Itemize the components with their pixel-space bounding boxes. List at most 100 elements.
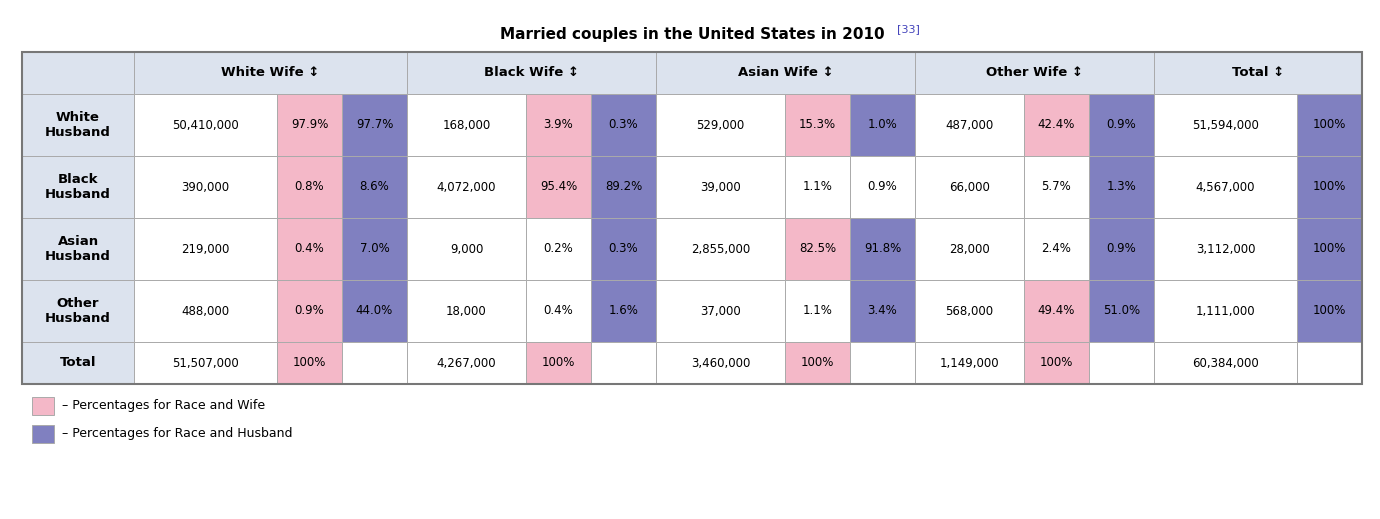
Bar bbox=[22, 156, 134, 218]
Text: 100%: 100% bbox=[542, 357, 575, 370]
Bar bbox=[591, 218, 656, 280]
Bar bbox=[1297, 156, 1362, 218]
Text: 18,000: 18,000 bbox=[446, 305, 487, 318]
Bar bbox=[22, 52, 1362, 384]
Bar bbox=[22, 218, 134, 280]
Text: 3,112,000: 3,112,000 bbox=[1195, 242, 1256, 255]
Bar bbox=[785, 94, 850, 156]
Text: 51,594,000: 51,594,000 bbox=[1192, 118, 1259, 131]
Bar bbox=[591, 280, 656, 342]
Bar bbox=[1024, 342, 1089, 384]
Text: 97.9%: 97.9% bbox=[291, 118, 328, 131]
Bar bbox=[915, 218, 1024, 280]
Text: 1.6%: 1.6% bbox=[609, 305, 639, 318]
Bar bbox=[277, 94, 342, 156]
Text: Black Wife ↕: Black Wife ↕ bbox=[484, 66, 580, 79]
Text: 51.0%: 51.0% bbox=[1103, 305, 1140, 318]
Text: 100%: 100% bbox=[800, 357, 834, 370]
Bar bbox=[1297, 218, 1362, 280]
Text: 100%: 100% bbox=[1312, 118, 1346, 131]
Text: 1.3%: 1.3% bbox=[1107, 181, 1136, 194]
Text: 3,460,000: 3,460,000 bbox=[691, 357, 751, 370]
Bar bbox=[915, 280, 1024, 342]
Text: 9,000: 9,000 bbox=[450, 242, 483, 255]
Text: 0.9%: 0.9% bbox=[868, 181, 897, 194]
Bar bbox=[407, 156, 526, 218]
Text: 219,000: 219,000 bbox=[181, 242, 229, 255]
Bar bbox=[850, 280, 915, 342]
Text: 529,000: 529,000 bbox=[697, 118, 745, 131]
Text: 0.9%: 0.9% bbox=[1107, 242, 1136, 255]
Bar bbox=[656, 280, 785, 342]
Text: 1.0%: 1.0% bbox=[868, 118, 897, 131]
Bar bbox=[277, 218, 342, 280]
Bar bbox=[785, 280, 850, 342]
Text: 66,000: 66,000 bbox=[949, 181, 989, 194]
Bar bbox=[591, 94, 656, 156]
Bar bbox=[1154, 52, 1362, 94]
Text: White
Husband: White Husband bbox=[46, 111, 110, 139]
Text: 0.9%: 0.9% bbox=[294, 305, 324, 318]
Bar bbox=[656, 94, 785, 156]
Text: 44.0%: 44.0% bbox=[356, 305, 393, 318]
Bar bbox=[526, 94, 591, 156]
Text: 0.3%: 0.3% bbox=[609, 118, 639, 131]
Bar bbox=[591, 342, 656, 384]
Text: Other Wife ↕: Other Wife ↕ bbox=[985, 66, 1083, 79]
Bar bbox=[656, 342, 785, 384]
Bar bbox=[1089, 280, 1154, 342]
Bar bbox=[1154, 280, 1297, 342]
Bar bbox=[1089, 156, 1154, 218]
Text: Asian
Husband: Asian Husband bbox=[46, 235, 110, 263]
Bar bbox=[407, 94, 526, 156]
Text: 2,855,000: 2,855,000 bbox=[691, 242, 751, 255]
Text: 0.4%: 0.4% bbox=[294, 242, 324, 255]
Bar bbox=[526, 218, 591, 280]
Text: 51,507,000: 51,507,000 bbox=[172, 357, 239, 370]
Text: 4,072,000: 4,072,000 bbox=[436, 181, 497, 194]
Bar bbox=[1154, 342, 1297, 384]
Text: 97.7%: 97.7% bbox=[356, 118, 393, 131]
Text: 568,000: 568,000 bbox=[945, 305, 994, 318]
Bar bbox=[342, 280, 407, 342]
Text: 89.2%: 89.2% bbox=[604, 181, 642, 194]
Bar bbox=[526, 280, 591, 342]
Bar bbox=[1154, 156, 1297, 218]
Bar bbox=[277, 342, 342, 384]
Text: 0.4%: 0.4% bbox=[544, 305, 573, 318]
Text: 487,000: 487,000 bbox=[945, 118, 994, 131]
Bar bbox=[656, 52, 915, 94]
Text: 100%: 100% bbox=[1312, 242, 1346, 255]
Bar bbox=[915, 52, 1154, 94]
Text: 0.9%: 0.9% bbox=[1107, 118, 1136, 131]
Text: 100%: 100% bbox=[1312, 181, 1346, 194]
Text: 168,000: 168,000 bbox=[443, 118, 491, 131]
Text: Asian Wife ↕: Asian Wife ↕ bbox=[738, 66, 834, 79]
Text: – Percentages for Race and Husband: – Percentages for Race and Husband bbox=[62, 428, 293, 441]
Text: 28,000: 28,000 bbox=[949, 242, 989, 255]
Bar bbox=[1297, 94, 1362, 156]
Bar bbox=[526, 342, 591, 384]
Text: 49.4%: 49.4% bbox=[1038, 305, 1075, 318]
Text: 1.1%: 1.1% bbox=[803, 181, 832, 194]
Text: 4,267,000: 4,267,000 bbox=[436, 357, 497, 370]
Text: Black
Husband: Black Husband bbox=[46, 173, 110, 201]
Text: 42.4%: 42.4% bbox=[1038, 118, 1075, 131]
Bar bbox=[915, 94, 1024, 156]
Bar bbox=[134, 218, 277, 280]
Bar bbox=[1089, 342, 1154, 384]
Bar bbox=[1297, 280, 1362, 342]
Bar bbox=[22, 342, 134, 384]
Text: [33]: [33] bbox=[897, 24, 920, 34]
Bar bbox=[526, 156, 591, 218]
Bar bbox=[656, 156, 785, 218]
Bar bbox=[1024, 94, 1089, 156]
Text: 8.6%: 8.6% bbox=[360, 181, 389, 194]
Bar bbox=[277, 156, 342, 218]
Bar bbox=[407, 52, 656, 94]
Text: Total: Total bbox=[59, 357, 97, 370]
Bar bbox=[1154, 94, 1297, 156]
Bar bbox=[656, 218, 785, 280]
Bar bbox=[134, 342, 277, 384]
Text: 488,000: 488,000 bbox=[181, 305, 229, 318]
